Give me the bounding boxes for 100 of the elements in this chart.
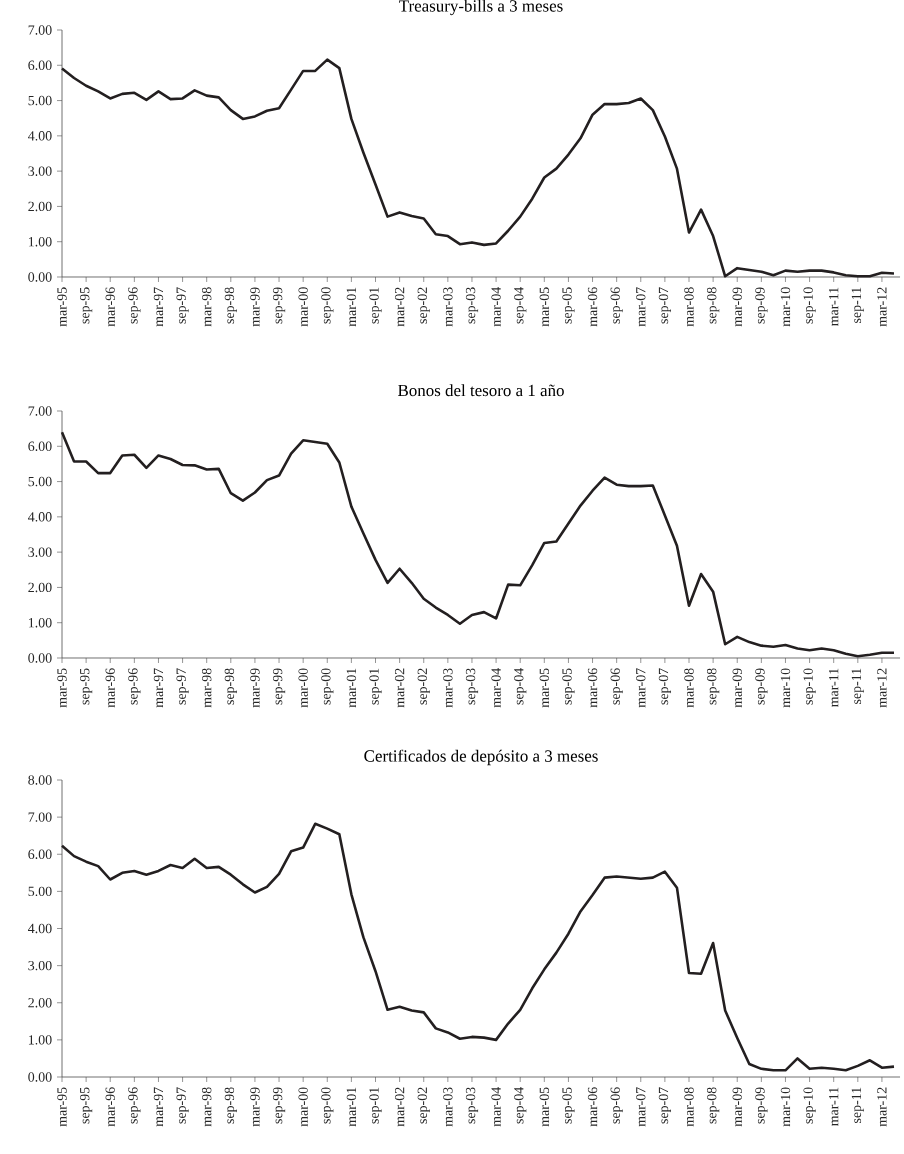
- x-tick-label: sep-10: [803, 1087, 816, 1124]
- x-tick-label: mar-95: [57, 287, 67, 327]
- x-tick-label: mar-01: [346, 1087, 357, 1127]
- x-tick-label: sep-09: [755, 1087, 768, 1124]
- x-tick-label: mar-09: [732, 668, 742, 708]
- x-tick-label: sep-07: [658, 287, 672, 324]
- y-tick-label: 3.00: [28, 960, 52, 971]
- x-tick-label: sep-00: [321, 287, 334, 324]
- x-tick-label: mar-09: [732, 1087, 742, 1127]
- x-tick-label: sep-95: [80, 668, 93, 705]
- x-tick-label: sep-09: [755, 668, 768, 705]
- x-tick-label: sep-97: [176, 1087, 189, 1124]
- x-tick-label: sep-01: [369, 1087, 382, 1124]
- x-tick-label: sep-07: [658, 1087, 672, 1124]
- x-tick-label: sep-00: [321, 668, 334, 705]
- chart-title: Certificados de depósito a 3 meses: [364, 749, 598, 766]
- chart-title: Bonos del tesoro a 1 año: [398, 384, 564, 397]
- x-tick-label: mar-03: [443, 1087, 453, 1127]
- x-tick-label: mar-12: [877, 287, 887, 327]
- x-tick-label: mar-10: [780, 668, 791, 708]
- x-tick-label: mar-04: [491, 668, 501, 708]
- y-tick-label: 6.00: [28, 60, 52, 71]
- x-tick-label: sep-96: [128, 1087, 141, 1124]
- y-tick-label: 1.00: [28, 617, 52, 628]
- x-tick-label: mar-10: [780, 287, 791, 327]
- x-tick-label: mar-97: [153, 668, 164, 708]
- x-tick-label: mar-08: [684, 1087, 694, 1127]
- y-tick-label: 5.00: [28, 476, 52, 487]
- x-tick-label: sep-98: [224, 668, 237, 705]
- x-tick-label: sep-05: [562, 668, 575, 705]
- x-tick-label: mar-95: [57, 668, 67, 708]
- line-series: [60, 58, 896, 278]
- x-tick-label: mar-98: [201, 1087, 212, 1127]
- y-tick-label: 4.00: [28, 512, 52, 522]
- x-tick-label: mar-11: [829, 668, 839, 708]
- x-tick-label: mar-04: [491, 1087, 501, 1127]
- chart-title: Treasury-bills a 3 meses: [399, 0, 563, 16]
- x-tick-label: mar-00: [298, 1087, 308, 1127]
- x-tick-label: mar-05: [539, 1087, 550, 1127]
- x-tick-label: mar-99: [250, 668, 260, 708]
- x-tick-label: mar-05: [539, 287, 550, 327]
- x-tick-label: mar-97: [153, 1087, 164, 1127]
- x-tick-label: mar-02: [394, 668, 405, 708]
- x-tick-label: mar-08: [684, 668, 694, 708]
- x-tick-label: mar-06: [587, 668, 598, 708]
- y-tick-label: 6.00: [28, 849, 52, 859]
- x-tick-label: sep-03: [465, 668, 479, 705]
- x-tick-label: sep-99: [272, 287, 286, 324]
- x-tick-label: mar-12: [877, 668, 887, 708]
- x-tick-label: mar-09: [732, 287, 742, 327]
- y-tick-label: 4.00: [28, 131, 52, 141]
- x-tick-label: mar-99: [250, 287, 260, 327]
- x-tick-label: sep-96: [128, 668, 141, 705]
- x-tick-label: mar-12: [877, 1087, 887, 1127]
- x-tick-label: sep-02: [417, 1087, 430, 1124]
- x-tick-label: sep-02: [417, 668, 430, 705]
- y-tick-label: 3.00: [28, 166, 52, 176]
- x-tick-label: sep-03: [465, 287, 479, 324]
- y-tick-label: 5.00: [28, 95, 52, 106]
- x-tick-label: sep-06: [610, 668, 623, 705]
- line-series: [60, 430, 896, 658]
- y-tick-label: 0.00: [28, 272, 52, 282]
- x-tick-label: mar-03: [443, 287, 453, 327]
- x-tick-label: sep-05: [562, 1087, 575, 1124]
- x-tick-label: mar-97: [153, 287, 164, 327]
- x-tick-label: mar-99: [250, 1087, 260, 1127]
- x-tick-label: sep-04: [514, 668, 527, 705]
- x-tick-label: mar-96: [105, 668, 115, 708]
- y-tick-label: 6.00: [28, 441, 52, 452]
- x-tick-label: mar-07: [636, 287, 646, 327]
- x-tick-label: mar-07: [636, 1087, 646, 1127]
- x-tick-label: mar-08: [684, 287, 694, 327]
- x-tick-label: sep-11: [851, 287, 864, 323]
- y-tick-label: 2.00: [28, 998, 52, 1008]
- y-tick-label: 7.00: [28, 812, 52, 822]
- y-tick-label: 7.00: [28, 406, 52, 416]
- x-tick-label: sep-10: [803, 668, 816, 705]
- x-tick-label: sep-98: [224, 1087, 237, 1124]
- x-tick-label: sep-02: [417, 287, 430, 324]
- x-tick-label: sep-99: [272, 1087, 286, 1124]
- x-tick-label: sep-11: [851, 1087, 864, 1123]
- x-tick-label: sep-06: [610, 287, 623, 324]
- y-tick-label: 7.00: [28, 25, 52, 35]
- x-tick-label: sep-08: [706, 1087, 720, 1124]
- x-tick-label: sep-05: [562, 287, 575, 324]
- x-tick-label: mar-02: [394, 1087, 405, 1127]
- x-tick-label: mar-01: [346, 287, 357, 327]
- x-tick-label: sep-11: [851, 668, 864, 704]
- y-tick-label: 2.00: [28, 201, 52, 212]
- y-tick-label: 0.00: [28, 1072, 52, 1082]
- y-tick-label: 2.00: [28, 582, 52, 593]
- x-tick-label: sep-06: [610, 1087, 623, 1124]
- x-tick-label: mar-98: [201, 287, 212, 327]
- x-tick-label: mar-06: [587, 287, 598, 327]
- x-tick-label: mar-02: [394, 287, 405, 327]
- x-tick-label: sep-00: [321, 1087, 334, 1124]
- x-tick-label: mar-03: [443, 668, 453, 708]
- x-tick-label: sep-95: [80, 287, 93, 324]
- x-tick-label: mar-01: [346, 668, 357, 708]
- x-tick-label: sep-97: [176, 668, 189, 705]
